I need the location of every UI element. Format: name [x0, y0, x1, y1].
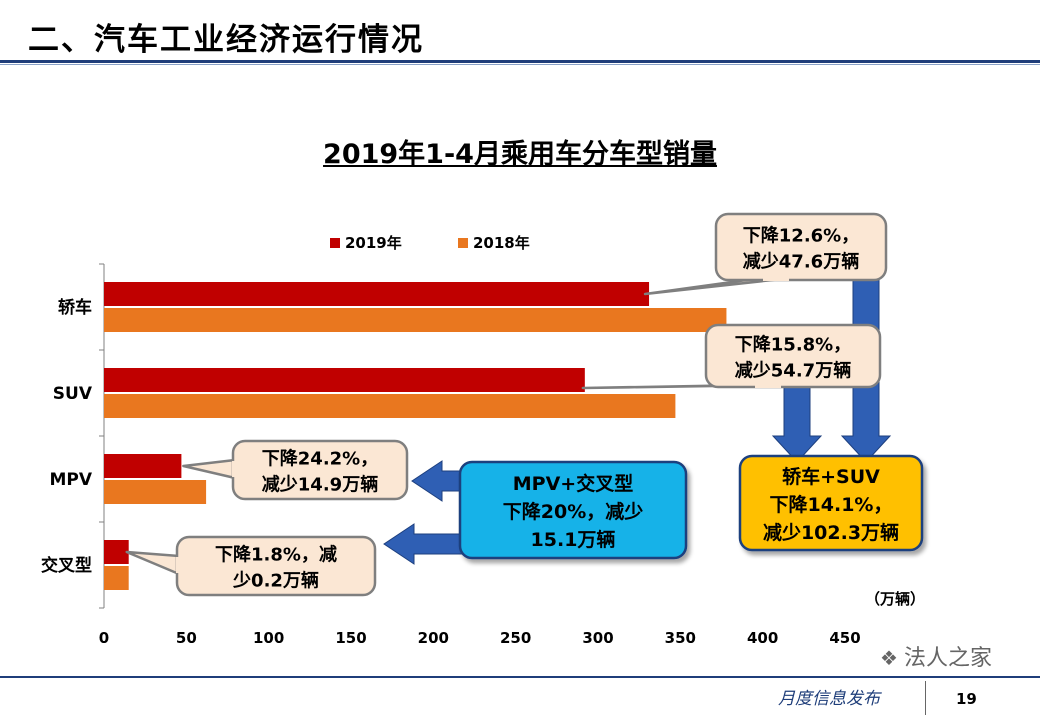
bar-2018: [104, 480, 207, 504]
page-number: 19: [956, 690, 977, 708]
callout-text: 减少47.6万辆: [743, 250, 859, 272]
bar-2019: [104, 540, 129, 564]
bar-2018: [104, 308, 727, 332]
x-tick-label: 100: [253, 629, 284, 647]
title-divider-thin: [0, 64, 1040, 65]
callout-suv: 下降15.8%， 减少54.7万辆: [581, 323, 882, 390]
callout-car: 下降12.6%， 减少47.6万辆: [643, 212, 888, 296]
x-tick-label: 0: [99, 629, 109, 647]
callout-text: 15.1万辆: [531, 528, 616, 551]
callout-text: 减少14.9万辆: [262, 473, 378, 495]
arrow-cross-group: [383, 523, 471, 565]
unit-label: （万辆）: [865, 590, 925, 608]
callout-pointer: [125, 550, 181, 576]
callout-box: [714, 212, 888, 282]
callout-text: 减少54.7万辆: [735, 359, 851, 381]
category-label: 轿车: [58, 297, 92, 318]
x-tick-label: 200: [418, 629, 449, 647]
legend-swatch: [458, 238, 468, 248]
x-tick-label: 250: [500, 629, 531, 647]
bar-2019: [104, 282, 650, 306]
callout-mpv: 下降24.2%， 减少14.9万辆: [182, 439, 409, 501]
category-label: SUV: [53, 384, 93, 404]
x-tick-label: 350: [665, 629, 696, 647]
x-tick-label: 50: [176, 629, 197, 647]
callout-text: 下降20%，减少: [503, 500, 643, 523]
footer-separator: [925, 681, 926, 715]
x-tick-label: 400: [747, 629, 778, 647]
callout-text: 下降24.2%，: [262, 447, 378, 469]
callout-text: 下降14.1%，: [770, 493, 893, 516]
bar-2018: [104, 566, 129, 590]
callout-text: 轿车+SUV: [782, 465, 880, 488]
bar-2019: [104, 454, 182, 478]
slide-title: 二、汽车工业经济运行情况: [28, 22, 424, 58]
category-label: MPV: [49, 470, 92, 490]
category-label: 交叉型: [41, 555, 92, 576]
callout-seam: [232, 461, 237, 477]
footer-label: 月度信息发布: [778, 689, 880, 709]
watermark: ❖ 法人之家: [880, 640, 992, 672]
legend-label: 2019年: [345, 234, 402, 252]
callout-car-suv-total: 轿车+SUV 下降14.1%， 减少102.3万辆: [738, 454, 924, 552]
callout-text: 下降12.6%，: [743, 224, 859, 246]
x-tick-label: 150: [335, 629, 366, 647]
bar-2018: [104, 394, 676, 418]
bar-2019: [104, 368, 585, 392]
callout-box: [458, 460, 688, 560]
callout-text: 下降1.8%，减: [215, 543, 337, 565]
x-tick-label: 300: [582, 629, 613, 647]
callout-box: [738, 454, 924, 552]
callout-seam: [755, 383, 781, 388]
watermark-text: 法人之家: [903, 646, 992, 671]
legend-swatch: [330, 238, 340, 248]
callout-cross: 下降1.8%，减少0.2万辆: [125, 535, 377, 597]
legend-label: 2018年: [473, 234, 530, 252]
footer-divider: [0, 676, 1040, 678]
callout-text: 少0.2万辆: [232, 569, 319, 591]
title-divider: [0, 60, 1040, 63]
callout-seam: [763, 276, 789, 281]
callout-seam: [176, 557, 181, 573]
wechat-icon: ❖: [880, 646, 898, 670]
callout-pointer: [182, 458, 237, 480]
x-tick-label: 450: [829, 629, 860, 647]
callout-text: MPV+交叉型: [513, 472, 633, 495]
callout-text: 减少102.3万辆: [763, 521, 899, 544]
callout-text: 下降15.8%，: [735, 333, 851, 355]
callout-box: [704, 323, 882, 389]
chart-title: 2019年1-4月乘用车分车型销量: [323, 139, 717, 170]
arrow-suv-to-total: [771, 383, 823, 463]
